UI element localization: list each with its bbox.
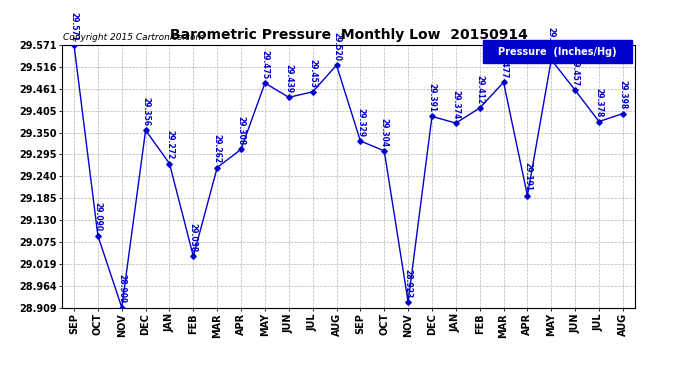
Text: 28.909: 28.909	[117, 274, 126, 303]
Text: 29.374: 29.374	[451, 90, 460, 119]
Text: 29.453: 29.453	[308, 58, 317, 88]
Text: 29.356: 29.356	[141, 97, 150, 126]
Text: Pressure  (Inches/Hg): Pressure (Inches/Hg)	[498, 46, 617, 57]
Text: 29.304: 29.304	[380, 118, 388, 147]
Text: 29.477: 29.477	[499, 49, 508, 78]
Title: Barometric Pressure  Monthly Low  20150914: Barometric Pressure Monthly Low 20150914	[170, 28, 527, 42]
Text: 29.534: 29.534	[546, 27, 555, 56]
Text: 29.439: 29.439	[284, 64, 293, 93]
Text: 29.090: 29.090	[93, 202, 102, 231]
Text: 29.329: 29.329	[356, 108, 365, 137]
Text: 29.571: 29.571	[70, 12, 79, 41]
Text: 29.412: 29.412	[475, 75, 484, 104]
FancyBboxPatch shape	[483, 40, 632, 63]
Text: 29.272: 29.272	[165, 130, 174, 159]
Text: Copyright 2015 Cartronics.com: Copyright 2015 Cartronics.com	[63, 33, 204, 42]
Text: 29.038: 29.038	[189, 223, 198, 252]
Text: 29.308: 29.308	[237, 116, 246, 145]
Text: 28.923: 28.923	[404, 268, 413, 298]
Text: 29.391: 29.391	[428, 83, 437, 112]
Text: 29.475: 29.475	[260, 50, 269, 79]
Text: 29.262: 29.262	[213, 134, 221, 164]
Text: 29.378: 29.378	[595, 88, 604, 117]
Text: 29.520: 29.520	[332, 32, 341, 61]
Text: 29.191: 29.191	[523, 162, 532, 192]
Text: 29.398: 29.398	[618, 80, 627, 110]
Text: 29.457: 29.457	[571, 57, 580, 86]
